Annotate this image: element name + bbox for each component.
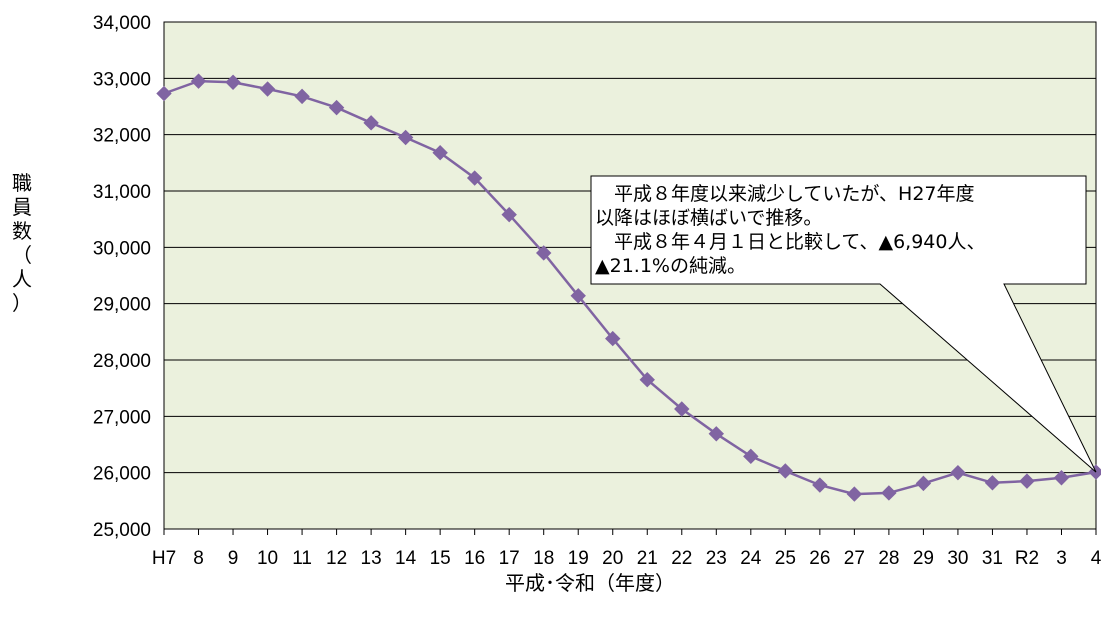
- x-tick-label: 28: [878, 548, 899, 569]
- x-tick-label: 9: [228, 548, 239, 569]
- x-tick-label: 20: [602, 548, 623, 569]
- x-tick-label: 12: [326, 548, 347, 569]
- x-tick-label: 22: [671, 548, 692, 569]
- data-point-marker: [812, 477, 828, 493]
- data-point-marker: [501, 206, 517, 223]
- data-point-marker: [881, 485, 897, 501]
- y-tick-label: 32,000: [93, 126, 151, 147]
- y-tick-label: 33,000: [93, 69, 151, 90]
- x-tick-label: 29: [913, 548, 934, 569]
- x-axis-title: 平成･令和（年度）: [505, 571, 675, 595]
- data-point-marker: [708, 426, 725, 442]
- data-point-marker: [743, 448, 759, 465]
- x-tick-label: 14: [395, 548, 417, 569]
- y-tick-label: 34,000: [93, 13, 151, 34]
- y-axis-title-char: 人: [12, 267, 32, 291]
- x-tick-label: 10: [257, 548, 278, 569]
- data-point-marker: [190, 73, 207, 89]
- callout-line: 以降はほぼ横ばいで推移。: [595, 207, 822, 229]
- data-point-marker: [259, 81, 276, 97]
- data-point-marker: [1019, 473, 1035, 489]
- data-point-marker: [397, 129, 414, 146]
- series-markers: [156, 73, 1101, 502]
- y-axis-title: 職員数（人）: [12, 171, 32, 315]
- data-point-marker: [1053, 470, 1070, 486]
- x-tick-label: 3: [1056, 548, 1067, 569]
- x-tick-label: 17: [499, 548, 520, 569]
- data-point-marker: [639, 372, 655, 388]
- x-tick-label: 21: [637, 548, 658, 569]
- x-axis-ticks: H7 8 9 10 11 12 13 14 15 16 17 18 19 20 21 22 23 24 25 26 27…: [152, 529, 1101, 569]
- callout-box: [590, 175, 1097, 473]
- x-tick-label: 23: [706, 548, 727, 569]
- data-point-marker: [984, 475, 1001, 491]
- data-point-marker: [328, 99, 345, 116]
- data-point-marker: [535, 245, 552, 261]
- y-axis-ticks: 25,000 26,000 27,000 28,000 29,000 30,000 31,0…: [93, 13, 151, 541]
- x-tick-label: 16: [464, 548, 485, 569]
- data-point-marker: [156, 85, 172, 102]
- y-axis-title-char: 数: [12, 219, 32, 243]
- callout-line: 平成８年４月１日と比較して、▲6,940人、: [595, 231, 986, 253]
- series-line: [163, 79, 1097, 496]
- data-point-marker: [915, 475, 932, 492]
- data-point-marker: [605, 330, 621, 347]
- x-tick-label: 24: [740, 548, 762, 569]
- y-tick-label: 31,000: [93, 182, 151, 203]
- data-point-marker: [846, 486, 863, 502]
- x-tick-label: R2: [1015, 548, 1039, 569]
- y-axis-title-char: ）: [12, 291, 32, 315]
- x-tick-label: 26: [809, 548, 830, 569]
- y-tick-label: 25,000: [93, 520, 151, 541]
- x-tick-label: 31: [982, 548, 1003, 569]
- x-tick-label: 13: [361, 548, 382, 569]
- y-tick-label: 26,000: [93, 464, 151, 485]
- y-tick-label: 29,000: [93, 295, 151, 316]
- y-tick-label: 28,000: [93, 351, 151, 372]
- data-point-marker: [466, 170, 483, 186]
- x-tick-label: 8: [193, 548, 204, 569]
- y-axis-title-char: （: [12, 243, 32, 267]
- data-point-marker: [777, 463, 794, 479]
- y-tick-label: 30,000: [93, 238, 151, 259]
- data-point-marker: [363, 115, 379, 131]
- x-tick-label: 18: [533, 548, 554, 569]
- x-tick-label: H7: [152, 548, 176, 569]
- x-tick-label: 25: [775, 548, 796, 569]
- x-tick-label: 4: [1091, 548, 1101, 569]
- data-point-marker: [225, 74, 241, 90]
- callout-line: 平成８年度以来減少していたが、H27年度: [595, 183, 975, 205]
- y-axis-title-char: 職: [12, 171, 32, 195]
- data-point-marker: [294, 88, 310, 105]
- data-point-marker: [674, 401, 690, 417]
- x-tick-label: 11: [292, 548, 312, 569]
- y-axis-title-char: 員: [12, 195, 32, 219]
- x-tick-label: 30: [947, 548, 968, 569]
- y-tick-label: 27,000: [93, 407, 151, 428]
- callout-line: ▲21.1%の純減。: [595, 255, 746, 277]
- x-tick-label: 15: [430, 548, 451, 569]
- data-point-marker: [950, 464, 966, 481]
- data-point-marker: [570, 288, 586, 304]
- x-tick-label: 27: [844, 548, 865, 569]
- x-tick-label: 19: [568, 548, 589, 569]
- data-point-marker: [432, 144, 448, 161]
